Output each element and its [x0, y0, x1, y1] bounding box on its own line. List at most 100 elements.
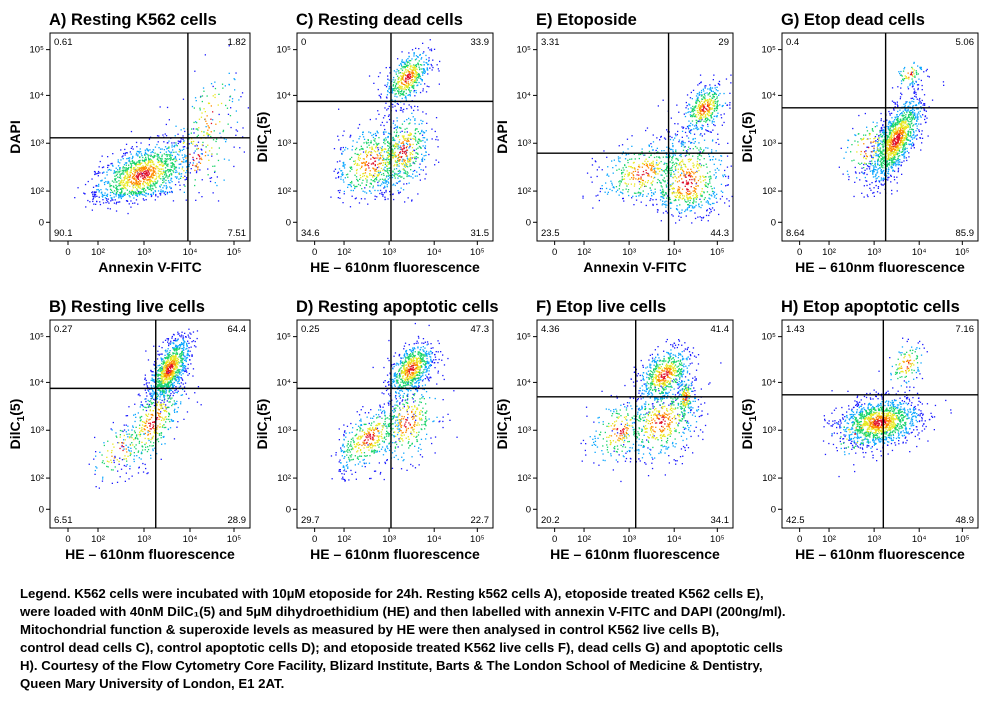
data-point [124, 194, 126, 196]
data-point [880, 170, 883, 173]
data-point [162, 171, 165, 173]
data-point [426, 62, 428, 64]
data-point [410, 164, 412, 167]
data-point [404, 139, 406, 141]
data-point [924, 104, 926, 106]
data-point [692, 89, 695, 91]
data-point [175, 125, 177, 127]
data-point [410, 133, 412, 136]
data-point [654, 172, 657, 174]
data-point [646, 195, 648, 197]
data-point [129, 174, 132, 177]
data-point [392, 136, 394, 139]
data-point [406, 62, 408, 64]
data-point [415, 75, 417, 78]
data-point [400, 75, 402, 77]
data-point [653, 156, 656, 159]
data-point [911, 86, 914, 88]
data-point [916, 115, 918, 117]
data-point [660, 135, 662, 138]
data-point [591, 157, 593, 160]
data-point [689, 190, 691, 192]
data-point [679, 154, 681, 157]
data-point [406, 86, 408, 88]
data-point [97, 185, 99, 187]
data-point [405, 71, 408, 73]
data-point [679, 197, 682, 199]
data-point [197, 167, 199, 169]
data-point [648, 150, 651, 153]
y-tick-label: 0 [286, 217, 291, 228]
data-point [366, 154, 369, 157]
data-point [685, 209, 687, 211]
data-point [400, 142, 402, 144]
data-point [643, 154, 645, 156]
data-point [709, 89, 711, 91]
data-point [401, 89, 403, 91]
data-point [617, 156, 620, 158]
data-point [417, 63, 419, 66]
data-point [152, 176, 154, 179]
data-point [699, 151, 701, 153]
data-point [374, 178, 377, 180]
data-point [378, 152, 381, 154]
data-point [891, 123, 893, 125]
data-point [417, 56, 419, 58]
y-tick-label: 10³ [277, 138, 291, 149]
data-point [704, 111, 706, 113]
data-point [123, 177, 125, 179]
data-point [403, 147, 405, 149]
data-point [407, 166, 409, 168]
data-point [413, 73, 416, 75]
data-point [670, 201, 672, 203]
data-point [359, 168, 362, 170]
quadrant-percent-bottom-right: 44.3 [711, 228, 730, 239]
data-point [881, 130, 883, 132]
data-point [611, 182, 613, 184]
data-point [402, 162, 404, 164]
data-point [384, 115, 386, 117]
data-point [673, 199, 675, 202]
data-point [124, 162, 127, 164]
data-point [130, 163, 132, 165]
data-point [651, 149, 654, 151]
data-point [124, 178, 126, 180]
data-point [127, 176, 129, 178]
data-point [879, 160, 882, 162]
data-point [142, 198, 144, 200]
data-point [641, 184, 643, 186]
data-point [405, 97, 407, 99]
data-point [383, 157, 385, 160]
data-point [424, 83, 426, 85]
data-point [908, 114, 910, 116]
data-point [137, 181, 140, 183]
data-point [377, 163, 379, 166]
data-point [879, 129, 881, 132]
data-point [121, 179, 123, 181]
data-point [139, 163, 141, 166]
data-point [174, 176, 177, 178]
data-point [679, 162, 681, 164]
data-point [157, 172, 159, 174]
data-point [341, 152, 343, 155]
data-point [685, 166, 687, 168]
data-point [676, 163, 678, 165]
data-point [373, 167, 375, 170]
data-point [699, 116, 701, 118]
data-point [405, 84, 407, 86]
data-point [912, 145, 914, 147]
data-point [877, 164, 879, 166]
data-point [858, 172, 861, 174]
data-point [905, 108, 907, 110]
data-point [414, 71, 417, 73]
data-point [651, 195, 653, 197]
data-point [688, 124, 691, 127]
data-point [138, 161, 140, 163]
data-point [351, 182, 353, 184]
data-point [384, 166, 386, 168]
data-point [379, 157, 381, 159]
data-point [906, 147, 908, 150]
data-point [407, 78, 409, 81]
data-point [180, 175, 182, 177]
data-point [675, 149, 677, 151]
